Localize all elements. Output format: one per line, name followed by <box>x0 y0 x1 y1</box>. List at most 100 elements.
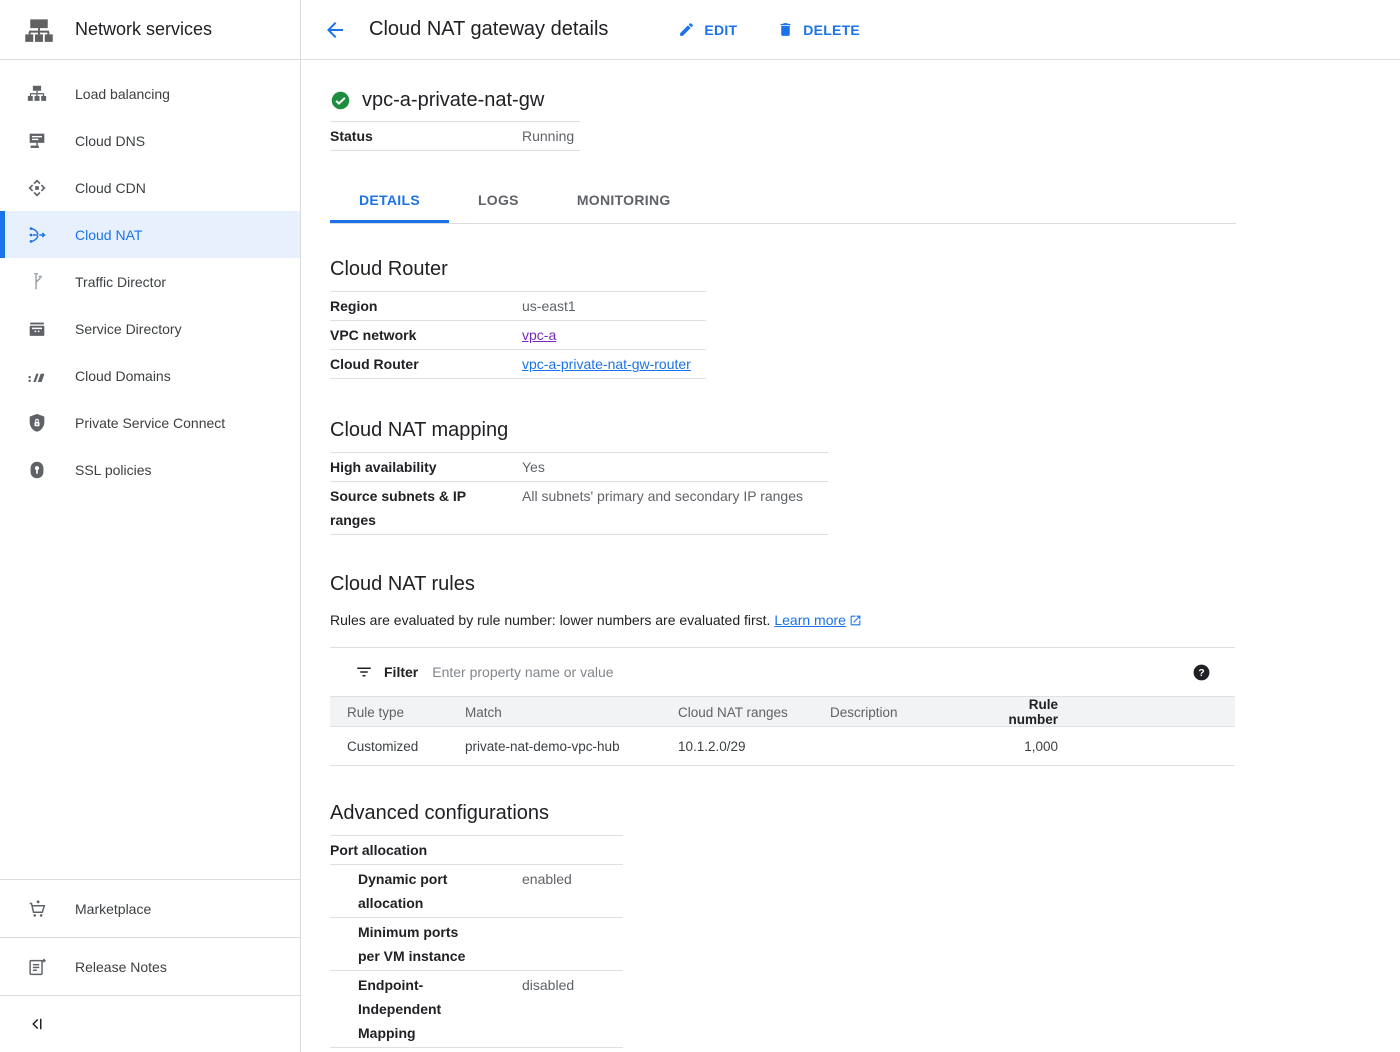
sidebar-item-load-balancing[interactable]: Load balancing <box>0 70 300 117</box>
sidebar-title: Network services <box>75 19 213 39</box>
region-value: us-east1 <box>522 298 576 314</box>
vpc-network-row: VPC network vpc-a <box>330 321 706 350</box>
question-circle-icon[interactable]: ? <box>1192 663 1211 682</box>
check-circle-icon <box>330 90 351 111</box>
private-service-connect-icon <box>25 411 49 435</box>
vpc-network-link[interactable]: vpc-a <box>522 327 557 343</box>
sidebar-footer: Marketplace Release Notes <box>0 879 300 1052</box>
cloud-domains-icon <box>25 364 49 388</box>
sidebar-item-label: Traffic Director <box>75 273 167 290</box>
sidebar-item-service-directory[interactable]: Service Directory <box>0 305 300 352</box>
tab-monitoring[interactable]: MONITORING <box>576 192 671 208</box>
cell-nat-ranges: 10.1.2.0/29 <box>678 738 746 754</box>
tab-bar: DETAILS LOGS MONITORING <box>330 180 1236 224</box>
page-title: Cloud NAT gateway details <box>369 18 609 40</box>
region-label: Region <box>330 298 378 314</box>
cell-rule-type: Customized <box>347 738 419 754</box>
edit-button[interactable]: EDIT <box>678 21 737 38</box>
sidebar-item-cloud-cdn[interactable]: Cloud CDN <box>0 164 300 211</box>
dynamic-port-allocation-value: enabled <box>522 871 572 887</box>
source-subnets-value: All subnets' primary and secondary IP ra… <box>522 488 804 504</box>
delete-button[interactable]: DELETE <box>777 21 860 38</box>
sidebar-item-label: Private Service Connect <box>75 414 226 431</box>
traffic-director-icon <box>25 270 49 294</box>
dynamic-port-allocation-label: Dynamic port allocation <box>358 871 448 911</box>
vpc-network-label: VPC network <box>330 327 417 343</box>
sidebar-item-traffic-director[interactable]: Traffic Director <box>0 258 300 305</box>
nat-mapping-table: High availability Yes Source subnets & I… <box>330 452 828 535</box>
sidebar-item-label: Service Directory <box>75 320 182 337</box>
cloud-router-table: Region us-east1 VPC network vpc-a Cloud … <box>330 291 706 379</box>
network-services-icon <box>24 15 54 45</box>
sidebar-item-release-notes[interactable]: Release Notes <box>0 937 300 995</box>
filter-row: Filter ? <box>330 648 1235 696</box>
cloud-router-row: Cloud Router vpc-a-private-nat-gw-router <box>330 350 706 379</box>
source-subnets-label: Source subnets & IP ranges <box>330 488 466 528</box>
ssl-policies-icon <box>25 458 49 482</box>
sidebar-item-cloud-dns[interactable]: Cloud DNS <box>0 117 300 164</box>
col-rule-type: Rule type <box>347 704 405 720</box>
sidebar-item-ssl-policies[interactable]: SSL policies <box>0 446 300 493</box>
load-balancing-icon <box>25 82 49 106</box>
trash-icon <box>777 21 794 38</box>
cloud-router-link[interactable]: vpc-a-private-nat-gw-router <box>522 356 691 372</box>
page-header: Cloud NAT gateway details EDIT DELETE <box>301 0 1400 60</box>
status-row: Status Running <box>330 122 580 151</box>
collapse-sidebar-button[interactable] <box>0 995 300 1052</box>
collapse-panel-icon <box>28 1015 46 1033</box>
col-match: Match <box>465 704 502 720</box>
sidebar-item-label: Cloud Domains <box>75 367 171 384</box>
svg-text:?: ? <box>1198 668 1204 679</box>
status-label: Status <box>330 128 373 144</box>
learn-more-link[interactable]: Learn more <box>774 612 862 628</box>
source-subnets-row: Source subnets & IP ranges All subnets' … <box>330 482 828 535</box>
filter-button[interactable]: Filter <box>355 663 418 681</box>
filter-input[interactable] <box>432 664 1192 680</box>
filter-list-icon <box>355 663 373 681</box>
sidebar-item-label: Cloud CDN <box>75 179 146 196</box>
cloud-router-heading: Cloud Router <box>330 258 448 280</box>
sidebar-item-marketplace[interactable]: Marketplace <box>0 879 300 937</box>
min-ports-label: Minimum ports per VM instance <box>358 924 466 964</box>
sidebar-item-private-service-connect[interactable]: Private Service Connect <box>0 399 300 446</box>
port-allocation-label: Port allocation <box>330 842 428 858</box>
sidebar-item-label: Load balancing <box>75 85 170 102</box>
back-button[interactable] <box>322 17 348 43</box>
sidebar-item-label: Release Notes <box>75 958 167 975</box>
eim-row: Endpoint-Independent Mapping disabled <box>330 971 623 1048</box>
advanced-config-table: Port allocation Dynamic port allocation … <box>330 835 623 1052</box>
tab-logs[interactable]: LOGS <box>477 192 519 208</box>
cloud-dns-icon <box>25 129 49 153</box>
filter-label: Filter <box>384 664 419 680</box>
release-notes-icon <box>25 955 49 979</box>
gateway-name-row: vpc-a-private-nat-gw <box>330 89 1400 112</box>
details-content: vpc-a-private-nat-gw Status Running DETA… <box>301 60 1400 1052</box>
sidebar-header: Network services <box>0 0 300 60</box>
tab-details[interactable]: DETAILS <box>330 180 449 223</box>
nat-mapping-heading: Cloud NAT mapping <box>330 419 509 441</box>
eim-value: disabled <box>522 977 575 993</box>
status-table: Status Running <box>330 121 580 151</box>
sidebar-item-cloud-nat[interactable]: Cloud NAT <box>0 211 300 258</box>
sidebar-item-label: Marketplace <box>75 900 152 917</box>
nat-rules-description-text: Rules are evaluated by rule number: lowe… <box>330 612 771 628</box>
cell-match: private-nat-demo-vpc-hub <box>465 738 620 754</box>
sidebar-item-cloud-domains[interactable]: Cloud Domains <box>0 352 300 399</box>
col-nat-ranges: Cloud NAT ranges <box>678 704 788 720</box>
rules-table-header: Rule type Match Cloud NAT ranges Descrip… <box>330 696 1235 727</box>
rules-table-row: Customized private-nat-demo-vpc-hub 10.1… <box>330 727 1235 765</box>
dynamic-port-allocation-row: Dynamic port allocation enabled <box>330 865 623 918</box>
eim-label: Endpoint-Independent Mapping <box>358 977 442 1041</box>
nat-rules-table: Filter ? Rule type Match Cloud NAT range… <box>330 647 1235 766</box>
external-link-icon <box>849 614 862 627</box>
nat-rules-description: Rules are evaluated by rule number: lowe… <box>330 610 1400 630</box>
region-row: Region us-east1 <box>330 292 706 321</box>
arrow-left-icon <box>323 18 347 42</box>
sidebar-item-label: SSL policies <box>75 461 152 478</box>
port-allocation-row: Port allocation <box>330 836 623 865</box>
gateway-name: vpc-a-private-nat-gw <box>362 89 545 111</box>
delete-button-label: DELETE <box>803 21 861 38</box>
marketplace-icon <box>25 897 49 921</box>
pencil-icon <box>678 21 695 38</box>
